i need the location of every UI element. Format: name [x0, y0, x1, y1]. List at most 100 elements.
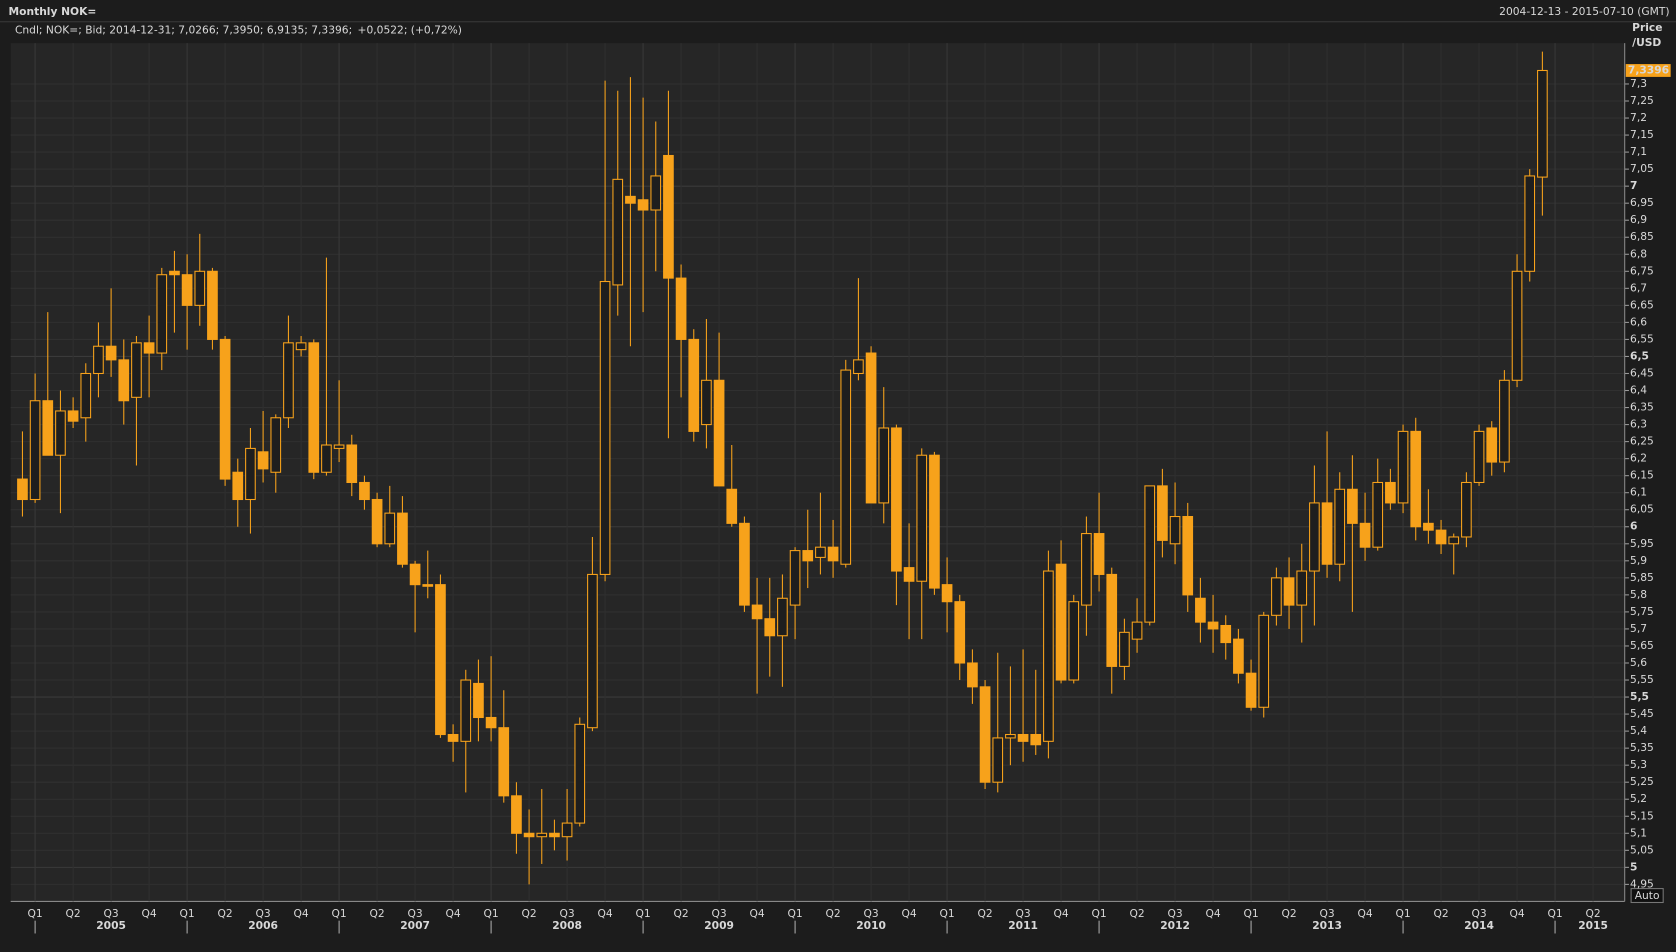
y-tick-label: 5,25 [1630, 775, 1654, 788]
chart-title: Monthly NOK= [9, 5, 97, 18]
auto-button[interactable] [1630, 888, 1664, 904]
candle-body [1207, 621, 1219, 630]
candle-body [992, 737, 1004, 783]
candle-body [1093, 533, 1105, 575]
y-tick-label: 4,95 [1630, 877, 1654, 890]
x-tick-label: Q3 [863, 907, 878, 920]
y-tick-label: 5,85 [1630, 571, 1654, 584]
candle-body [283, 342, 294, 419]
candle-body [587, 573, 598, 729]
candle-body [1435, 529, 1447, 545]
candle-body [1448, 536, 1460, 545]
y-tick-label: 6,4 [1630, 384, 1647, 397]
candle-body [1144, 485, 1156, 623]
candle-body [1106, 573, 1118, 667]
y-tick-label: 5,75 [1630, 605, 1654, 618]
candle-body [1220, 624, 1232, 644]
candle-body [1283, 577, 1295, 606]
candle-body [460, 679, 472, 742]
candle-body [1347, 488, 1358, 524]
candle-body [359, 481, 370, 501]
candle-body [1410, 430, 1422, 528]
x-tick-label: Q3 [1471, 907, 1486, 920]
auto-button-label[interactable]: Auto [1635, 889, 1660, 902]
y-tick-label: 7,1 [1630, 145, 1647, 158]
candle-body [637, 199, 649, 211]
candle-body [118, 359, 130, 402]
candle-body [1131, 621, 1143, 640]
candle-body [840, 369, 852, 565]
candle-body [802, 550, 814, 562]
y-tick-label: 6,05 [1630, 503, 1654, 516]
candle-body [422, 584, 434, 587]
candle-body [1055, 563, 1067, 681]
y-tick-label: 6,55 [1630, 332, 1654, 345]
y-tick-label: 6,5 [1630, 349, 1649, 362]
x-tick-label: Q1 [1091, 907, 1106, 920]
x-year-label: 2011 [1008, 919, 1038, 932]
y-tick-label: 6,3 [1630, 418, 1647, 431]
candle-body [599, 280, 611, 575]
y-tick-label: 6,35 [1630, 401, 1654, 414]
candle-body [764, 618, 776, 637]
y-tick-label: 5 [1630, 860, 1637, 873]
candle-body [561, 822, 573, 838]
candle-body [384, 512, 396, 545]
candle-body [42, 400, 54, 456]
y-tick-label: 6,8 [1630, 247, 1647, 260]
x-year-label: 2014 [1464, 919, 1494, 932]
candle-body [1017, 733, 1029, 742]
candle-body [751, 604, 763, 620]
candle-body [194, 270, 206, 306]
candle-body [739, 522, 750, 606]
candle-body [1334, 488, 1346, 565]
x-tick-label: Q2 [1433, 907, 1448, 920]
x-year-label: 2010 [856, 919, 886, 932]
candle-body [1068, 601, 1080, 681]
candle-body [815, 546, 826, 558]
candle-body [295, 342, 307, 351]
candle-body [1296, 570, 1308, 606]
y-tick-label: 7,3 [1630, 77, 1647, 90]
x-tick-label: Q2 [218, 907, 233, 920]
x-year-label: 2005 [96, 919, 126, 932]
candle-body [1245, 672, 1257, 708]
x-tick-label: Q4 [597, 907, 612, 920]
candle-body [245, 447, 256, 501]
candle-body [1537, 69, 1548, 178]
y-tick-label: 7,25 [1630, 94, 1654, 107]
candle-body [967, 662, 978, 688]
candle-body [143, 342, 155, 354]
candle-body [397, 512, 408, 565]
x-tick-label: Q2 [1281, 907, 1296, 920]
legend-text: Cndl; NOK=; Bid; 2014-12-31; 7,0266; 7,3… [15, 23, 352, 36]
candle-body [675, 277, 687, 340]
candle-body [1043, 570, 1054, 742]
y-tick-label: 6,65 [1630, 298, 1654, 311]
y-tick-label: 6 [1630, 520, 1637, 533]
candle-body [726, 488, 738, 524]
x-tick-label: Q4 [294, 907, 309, 920]
candle-body [1321, 502, 1333, 565]
x-year-label: 2009 [704, 919, 734, 932]
x-tick-label: Q1 [787, 907, 802, 920]
x-tick-label: Q2 [66, 907, 81, 920]
x-tick-label: Q4 [1509, 907, 1524, 920]
candle-body [511, 795, 522, 834]
y-tick-label: 5,35 [1630, 741, 1654, 754]
candle-body [333, 444, 345, 449]
candle-body [270, 417, 282, 473]
candle-body [169, 270, 180, 276]
x-tick-label: Q1 [635, 907, 650, 920]
x-tick-label: Q3 [559, 907, 574, 920]
x-tick-label: Q3 [104, 907, 119, 920]
candle-body [941, 584, 953, 603]
candle-body [435, 584, 446, 736]
candle-body [827, 546, 839, 562]
candle-body [1005, 733, 1016, 739]
last-value-label: 7,3396 [1628, 63, 1669, 76]
y-axis-label: Price [1632, 21, 1662, 34]
y-tick-label: 6,6 [1630, 315, 1647, 328]
y-tick-label: 6,85 [1630, 230, 1654, 243]
candle-body [67, 410, 79, 422]
